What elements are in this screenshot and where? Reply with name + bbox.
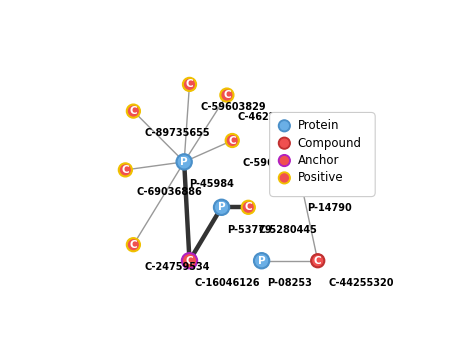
Circle shape <box>280 139 288 147</box>
Circle shape <box>120 165 130 175</box>
Text: C: C <box>121 165 129 175</box>
Text: P-14790: P-14790 <box>307 203 352 213</box>
Text: C: C <box>245 202 252 212</box>
Text: C-16046126: C-16046126 <box>195 278 260 288</box>
Text: P: P <box>218 202 225 212</box>
Circle shape <box>278 137 290 149</box>
Text: C-59603842: C-59603842 <box>243 158 309 168</box>
Text: P: P <box>258 256 265 266</box>
Circle shape <box>225 134 239 147</box>
FancyBboxPatch shape <box>270 112 375 197</box>
Text: C-44255320: C-44255320 <box>328 278 394 288</box>
Circle shape <box>278 155 290 167</box>
Text: C: C <box>228 135 236 145</box>
Text: C: C <box>129 106 137 116</box>
Text: C-89735655: C-89735655 <box>144 128 210 138</box>
Circle shape <box>228 136 237 145</box>
Circle shape <box>118 163 132 177</box>
Circle shape <box>254 253 270 269</box>
Text: C-69036886: C-69036886 <box>136 187 202 197</box>
Circle shape <box>128 240 138 249</box>
Text: C: C <box>186 79 193 90</box>
Circle shape <box>182 77 196 91</box>
Text: Compound: Compound <box>298 137 362 150</box>
Circle shape <box>278 172 290 184</box>
Text: P-45984: P-45984 <box>190 179 234 189</box>
Circle shape <box>182 253 198 269</box>
Text: P-53779: P-53779 <box>227 225 272 235</box>
Circle shape <box>278 120 290 132</box>
Circle shape <box>280 122 288 130</box>
Text: C-5280445: C-5280445 <box>259 225 318 235</box>
Circle shape <box>222 90 232 100</box>
Text: Anchor: Anchor <box>298 154 339 167</box>
Text: P: P <box>298 181 306 191</box>
Circle shape <box>296 180 308 192</box>
Text: C-24759534: C-24759534 <box>144 262 210 272</box>
Text: C-46224684: C-46224684 <box>237 112 303 122</box>
Text: P: P <box>180 157 188 167</box>
Circle shape <box>256 255 267 266</box>
Circle shape <box>127 238 140 252</box>
Circle shape <box>311 254 325 268</box>
Text: C: C <box>129 240 137 250</box>
Circle shape <box>183 255 195 266</box>
Circle shape <box>185 79 194 89</box>
Circle shape <box>244 203 253 212</box>
Text: Protein: Protein <box>298 119 339 132</box>
Circle shape <box>213 199 229 215</box>
Circle shape <box>127 104 140 118</box>
Text: P-08253: P-08253 <box>267 278 312 288</box>
Circle shape <box>216 201 228 213</box>
Text: C: C <box>186 256 193 266</box>
Text: C: C <box>223 90 231 100</box>
Circle shape <box>178 156 190 168</box>
Circle shape <box>280 156 288 164</box>
Circle shape <box>313 256 322 265</box>
Circle shape <box>128 106 138 116</box>
Text: C: C <box>314 256 321 266</box>
Circle shape <box>280 174 288 182</box>
Circle shape <box>241 200 255 214</box>
Text: C-59603829: C-59603829 <box>200 102 266 112</box>
Circle shape <box>220 88 234 102</box>
Circle shape <box>294 178 310 194</box>
Text: Positive: Positive <box>298 171 343 184</box>
Circle shape <box>176 154 192 170</box>
